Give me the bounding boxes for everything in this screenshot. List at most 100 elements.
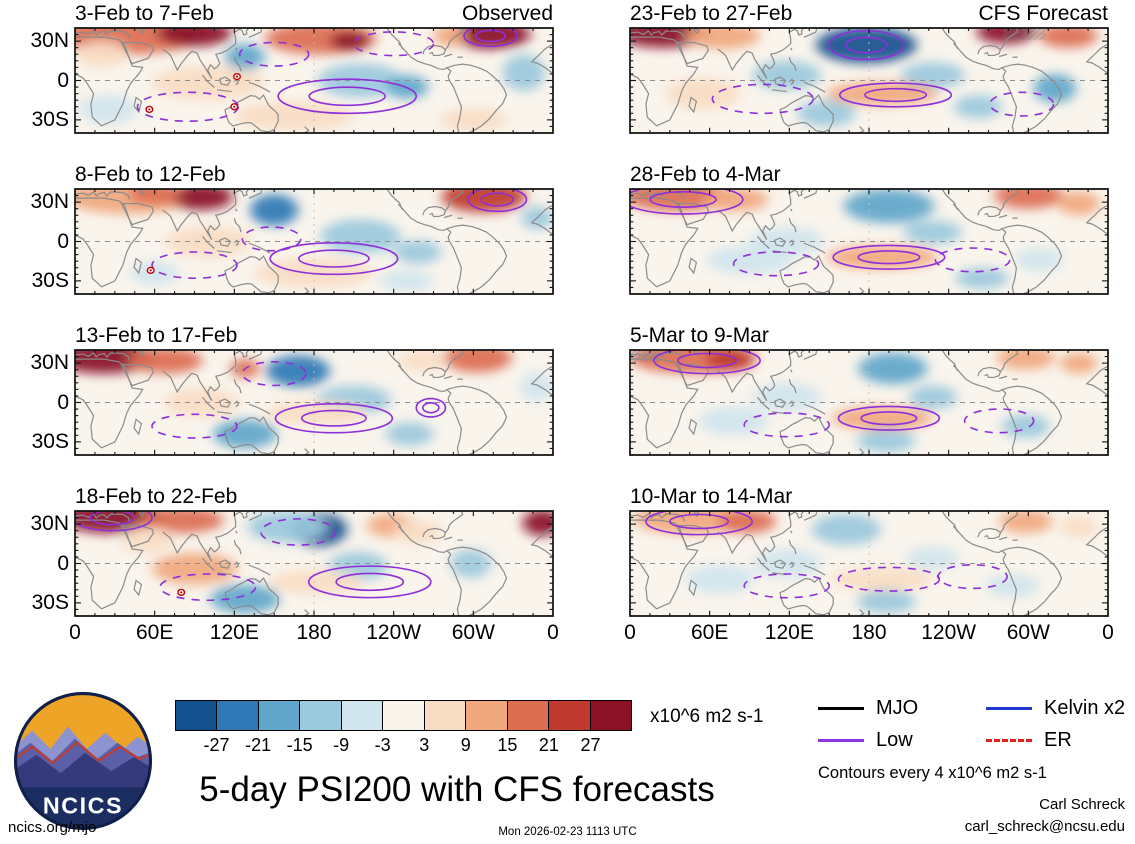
author-name: Carl Schreck [1039,796,1125,813]
x-axis-label: 180 [296,621,332,644]
author-email: carl_schreck@ncsu.edu [964,818,1125,835]
panel-header: 8-Feb to 12-Feb [75,163,553,187]
x-axis-label: 0 [1102,621,1114,644]
x-axis-label: 0 [547,621,559,644]
x-axis-label: 120W [921,621,977,644]
logo-ridge-line [16,741,150,765]
x-axis-label: 180 [851,621,887,644]
colorbar-units: x10^6 m2 s-1 [650,706,764,727]
panel-corner-label: Observed [461,2,553,25]
low-contours [654,347,1034,436]
x-axis-label: 60W [1006,621,1050,644]
colorbar [175,700,632,731]
x-axis-label: 0 [624,621,636,644]
map-panel: 3-Feb to 7-Feb Observed 30N 0 30S [30,2,553,133]
colorbar-cell [216,701,258,730]
colorbar-cell [299,701,341,730]
anomaly-shading [75,28,546,132]
colorbar-cell [465,701,507,730]
map-panel: 8-Feb to 12-Feb 30N 0 30S [30,163,553,294]
x-axis-label: 60E [690,621,729,644]
panel-header: 23-Feb to 27-Feb CFS Forecast [630,2,1108,26]
colorbar-cell [548,701,590,730]
colorbar-cell [340,701,383,730]
y-axis-label: 30N [30,351,69,375]
panel-date-label: 3-Feb to 7-Feb [75,2,214,25]
map-panel: 23-Feb to 27-Feb CFS Forecast [630,2,1108,133]
panel-date-label: 18-Feb to 22-Feb [75,485,238,508]
low-contours [623,185,1009,276]
site-url: ncics.org/mjo [8,819,97,836]
low-contours [152,188,526,279]
legend-line-sample [986,738,1032,742]
colorbar-tick-label: 21 [538,735,559,755]
panel-date-label: 5-Mar to 9-Mar [630,324,769,347]
generated-timestamp: Mon 2026-02-23 1113 UTC [498,826,637,838]
map-panel: 10-Mar to 14-Mar [630,485,1108,616]
colorbar-tick-label: 15 [497,735,518,755]
storm-symbol [178,589,185,595]
colorbar-tick-label: -27 [203,735,230,755]
colorbar-tick-labels: -27 -21 -15 -9 -3 3 9 15 21 27 [175,735,632,757]
colorbar-cell [589,701,631,730]
panel-header: 13-Feb to 17-Feb [75,324,553,348]
anomaly-shading [634,511,1098,614]
y-axis-label: 0 [57,68,69,92]
colorbar-tick-label: -15 [286,735,313,755]
storm-symbol [146,106,153,112]
figure-title: 5-day PSI200 with CFS forecasts [199,770,715,809]
y-axis-label: 30S [31,429,69,453]
colorbar-cell [382,701,424,730]
map-plot [75,350,553,455]
x-axis-label: 60E [135,621,174,644]
legend-line-sample [818,738,864,742]
map-plot [630,350,1108,455]
map-plot [75,189,553,294]
legend-label: ER [1044,728,1072,751]
contour-interval-note: Contours every 4 x10^6 m2 s-1 [818,764,1047,782]
colorbar-cell [176,701,217,730]
x-axis-label: 60W [451,621,495,644]
y-axis-label: 30S [31,590,69,614]
panel-date-label: 10-Mar to 14-Mar [630,485,793,508]
logo-text: NCICS [43,793,123,819]
colorbar-tick-label: -3 [374,735,391,755]
colorbar-tick-label: 27 [580,735,601,755]
x-axis-label: 120E [764,621,814,644]
map-plot [75,511,553,616]
legend-item: MJO [818,697,986,720]
legend-line-sample [986,706,1032,710]
y-axis-label: 0 [57,229,69,253]
anomaly-shading [75,189,553,292]
storm-symbol [234,74,241,80]
legend-item: Kelvin x2 [986,697,1125,720]
panel-header: 3-Feb to 7-Feb Observed [75,2,553,26]
low-contours [72,504,431,600]
low-contours [712,31,1053,116]
anomaly-shading [75,350,553,449]
legend-label: Kelvin x2 [1044,696,1126,719]
y-axis-label: 30N [30,190,69,214]
panel-header: 18-Feb to 22-Feb [75,485,553,509]
colorbar-tick-label: 9 [460,735,471,755]
x-axis-label: 120E [209,621,259,644]
panel-date-label: 28-Feb to 4-Mar [630,163,781,186]
legend-label: MJO [876,696,919,719]
panel-date-label: 13-Feb to 17-Feb [75,324,238,347]
contour-legend: MJO Low Kelvin x2 ER [818,692,1125,756]
map-panel: 5-Mar to 9-Mar [630,324,1108,455]
legend-item: ER [986,729,1125,752]
panel-date-label: 23-Feb to 27-Feb [630,2,793,25]
map-panel: 28-Feb to 4-Mar [630,163,1108,294]
colorbar-tick-label: -9 [333,735,350,755]
legend-item: Low [818,729,986,752]
panel-date-label: 8-Feb to 12-Feb [75,163,226,186]
colorbar-cell [506,701,549,730]
panel-header: 5-Mar to 9-Mar [630,324,1108,348]
y-axis-label: 0 [57,551,69,575]
colorbar-cell [257,701,300,730]
panel-header: 10-Mar to 14-Mar [630,485,1108,509]
y-axis-label: 0 [57,390,69,414]
